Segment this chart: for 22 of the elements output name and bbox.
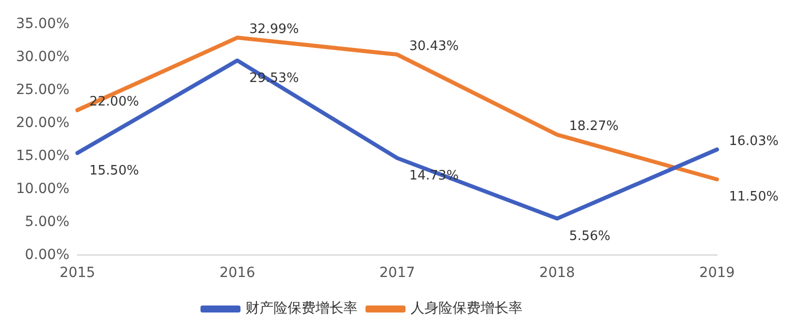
y-tick-label: 0.00% [24,246,70,263]
x-tick-label: 2016 [219,265,256,282]
data-label: 15.50% [89,163,139,178]
x-tick-label: 2017 [379,265,416,282]
x-tick-label: 2019 [699,265,735,282]
data-label: 16.03% [729,134,779,149]
data-label: 18.27% [569,119,619,134]
data-label: 5.56% [569,228,610,244]
data-label: 30.43% [409,38,459,54]
x-tick-label: 2015 [60,265,96,282]
legend-label: 财产险保费增长率 [246,300,358,317]
legend-label: 人身险保费增长率 [410,300,522,317]
x-tick-label: 2018 [539,265,575,282]
data-label: 11.50% [729,190,779,205]
y-tick-label: 35.00% [16,16,70,32]
y-tick-label: 20.00% [16,114,70,131]
y-tick-label: 30.00% [16,49,70,66]
y-tick-label: 10.00% [16,180,70,197]
y-tick-label: 15.00% [16,148,70,164]
y-tick-label: 25.00% [16,82,70,98]
data-label: 32.99% [249,22,299,38]
y-tick-label: 5.00% [24,214,70,230]
